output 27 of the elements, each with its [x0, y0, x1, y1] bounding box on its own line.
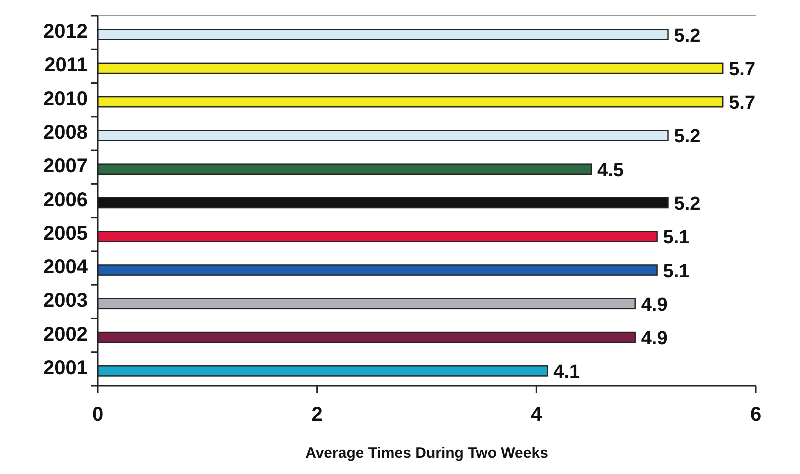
data-label: 5.7: [729, 59, 756, 80]
x-axis-title: Average Times During Two Weeks: [306, 445, 548, 462]
y-tick-label: 2002: [44, 324, 88, 346]
y-tick-label: 2005: [44, 222, 88, 245]
data-label: 4.5: [598, 160, 624, 182]
y-tick-label: 2007: [44, 156, 88, 178]
data-label: 5.2: [674, 126, 701, 148]
x-tick-label: 4: [531, 404, 544, 426]
y-tick-label: 2010: [44, 88, 88, 110]
data-label: 4.9: [641, 294, 668, 316]
data-label: 5.1: [663, 228, 690, 249]
data-label: 4.1: [554, 362, 580, 384]
data-label: 5.2: [674, 194, 701, 216]
y-tick-label: 2008: [44, 122, 88, 144]
y-tick-label: 2004: [44, 256, 89, 279]
y-tick-label: 2003: [44, 290, 88, 312]
data-label: 4.9: [641, 328, 668, 350]
y-tick-label: 2011: [44, 54, 88, 77]
data-label: 5.1: [663, 261, 690, 282]
x-tick-label: 6: [750, 404, 762, 426]
x-tick-label: 2: [312, 404, 323, 426]
y-tick-label: 2001: [44, 357, 88, 380]
data-label: 5.7: [729, 93, 756, 114]
y-tick-label: 2006: [44, 189, 88, 212]
x-tick-label: 0: [92, 404, 104, 426]
y-tick-label: 2012: [44, 21, 88, 44]
data-label: 5.2: [674, 26, 701, 47]
